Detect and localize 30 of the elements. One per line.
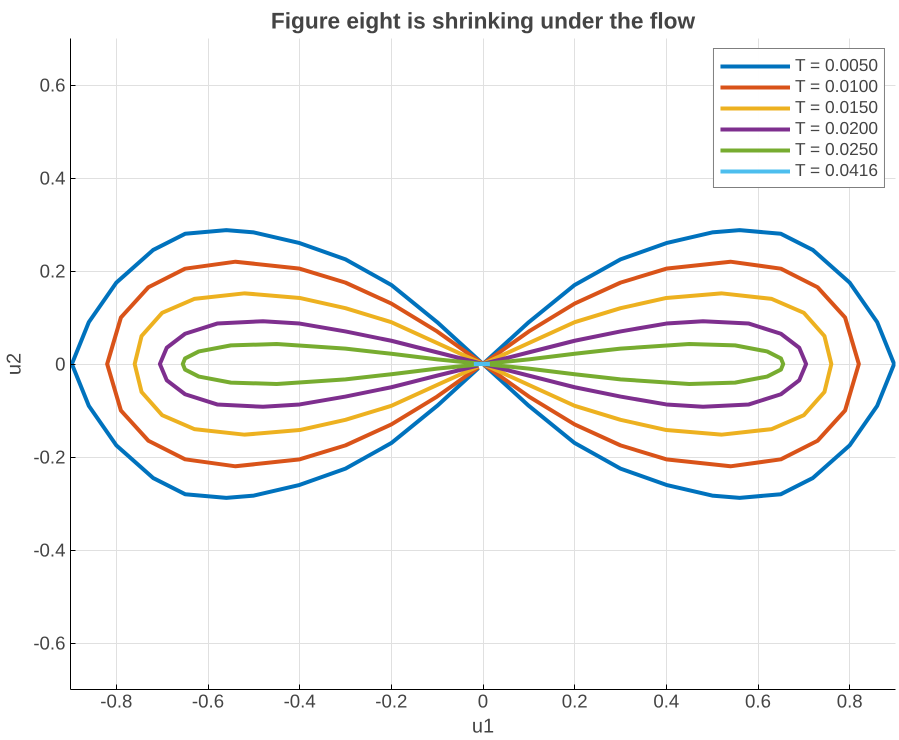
y-tick-label: 0.2: [40, 260, 66, 282]
legend-label: T = 0.0150: [794, 97, 878, 118]
legend-label: T = 0.0250: [794, 139, 878, 160]
legend-label: T = 0.0050: [794, 55, 878, 76]
line-series: [105, 260, 861, 468]
line-series: [158, 319, 808, 409]
x-tick-label: 0.4: [653, 690, 680, 712]
x-tick-label: -0.8: [100, 690, 132, 712]
y-tick-label: -0.6: [33, 632, 66, 654]
y-tick-label: 0.4: [40, 168, 66, 188]
x-tick-label: -0.6: [192, 690, 224, 712]
line-series: [70, 228, 896, 500]
x-axis-title: u1: [472, 716, 494, 738]
x-tick-label: -0.4: [284, 690, 316, 712]
legend-label: T = 0.0200: [794, 118, 878, 139]
y-tick-label: -0.2: [33, 446, 66, 468]
line-series: [180, 342, 786, 386]
y-tick-label: -0.4: [33, 540, 66, 560]
line-series: [132, 291, 834, 437]
x-tick-label: 0: [478, 690, 488, 712]
x-tick-label: 0.6: [745, 690, 771, 712]
chart-title: Figure eight is shrinking under the flow: [270, 8, 696, 34]
x-tick-label: 0.2: [562, 690, 588, 712]
y-tick-label: 0.6: [40, 74, 66, 96]
y-axis-title: u2: [3, 352, 26, 376]
legend-label: T = 0.0100: [794, 76, 878, 97]
legend-label: T = 0.0416: [794, 160, 878, 181]
x-tick-label: -0.2: [375, 690, 408, 712]
x-tick-label: 0.8: [836, 690, 863, 712]
y-tick-label: 0: [55, 354, 66, 374]
